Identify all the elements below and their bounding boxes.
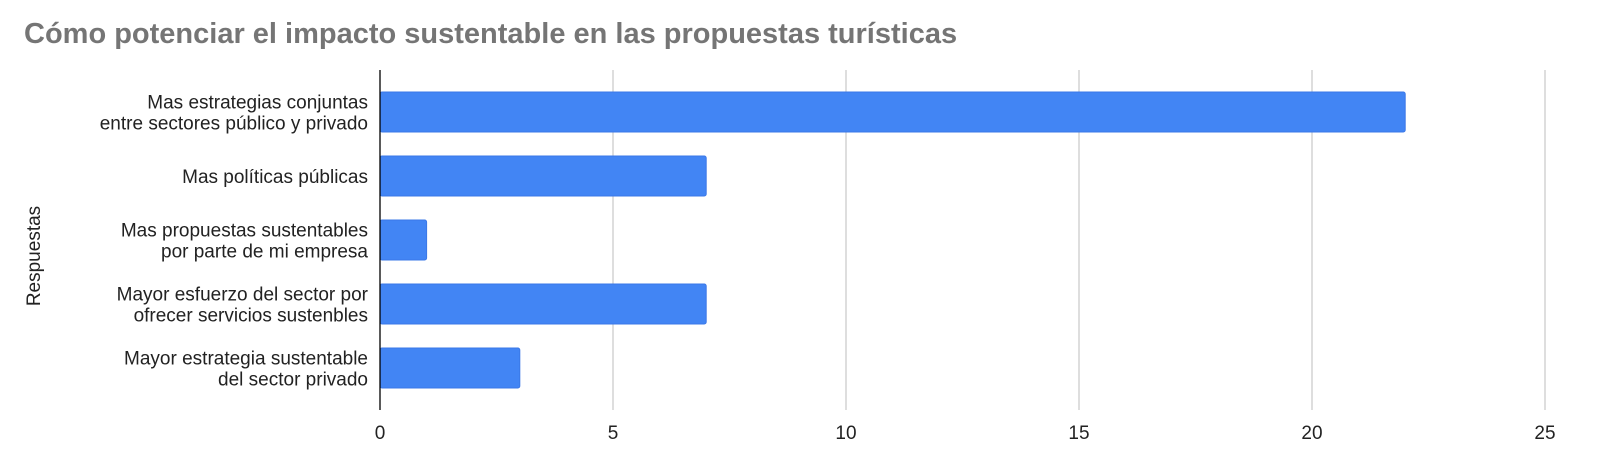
y-axis-title: Respuestas (24, 206, 45, 306)
x-tick-label: 20 (1301, 423, 1322, 444)
x-tick-label: 15 (1068, 423, 1089, 444)
category-label: por parte de mi empresa (161, 242, 368, 263)
category-label: Mayor esfuerzo del sector por (117, 285, 369, 306)
category-label: Mas propuestas sustentables (121, 221, 368, 242)
category-label: Mas políticas públicas (182, 167, 368, 188)
bar (379, 347, 521, 389)
category-label: Mayor estrategia sustentable (124, 349, 368, 370)
category-label: entre sectores público y privado (100, 114, 368, 135)
chart-title: Cómo potenciar el impacto sustentable en… (24, 18, 958, 50)
x-tick-label: 25 (1534, 423, 1555, 444)
category-label: ofrecer servicios sustenbles (134, 306, 368, 327)
tick-labels: 0 5 10 15 20 25 (375, 423, 1556, 444)
bars (379, 91, 1406, 389)
bar (379, 155, 707, 197)
category-label: Mas estrategias conjuntas (147, 93, 368, 114)
x-tick-label: 10 (835, 423, 856, 444)
bar (379, 219, 428, 261)
x-tick-label: 0 (375, 423, 386, 444)
bar (379, 283, 707, 325)
category-label: del sector privado (218, 370, 368, 391)
x-tick-label: 5 (608, 423, 619, 444)
bar (379, 91, 1406, 133)
